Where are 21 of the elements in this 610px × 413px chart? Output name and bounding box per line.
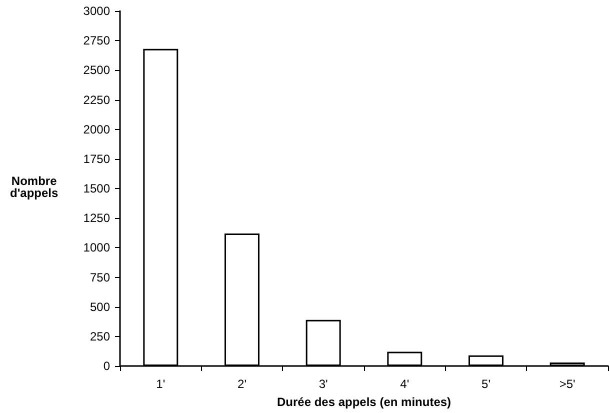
y-tick-label: 500 <box>90 300 110 314</box>
y-axis-title: Nombre d'appels <box>10 174 59 200</box>
x-tick-label: >5' <box>559 377 576 391</box>
x-tick-label: 5' <box>482 377 490 391</box>
y-tick-label: 2250 <box>83 92 110 107</box>
y-tick-label: 750 <box>90 270 110 284</box>
x-tick-label: 1' <box>156 377 166 391</box>
y-tick-label: 2500 <box>83 63 110 78</box>
x-tick-label: 2' <box>238 377 246 391</box>
y-tick-label: 3000 <box>83 4 110 18</box>
y-tick-label: 1500 <box>83 182 110 196</box>
x-axis-title: Durée des appels (en minutes) <box>276 395 452 409</box>
y-tick-label: 2750 <box>83 34 110 48</box>
x-tick-label: 4' <box>400 377 410 391</box>
y-tick-label: 1750 <box>83 152 110 166</box>
y-tick-label: 0 <box>103 359 110 373</box>
y-tick-label: 1000 <box>83 240 110 255</box>
y-tick-label: 1250 <box>83 211 110 226</box>
y-tick-label: 250 <box>90 329 110 344</box>
y-tick-label: 2000 <box>83 122 110 136</box>
x-tick-label: 3' <box>318 377 328 391</box>
